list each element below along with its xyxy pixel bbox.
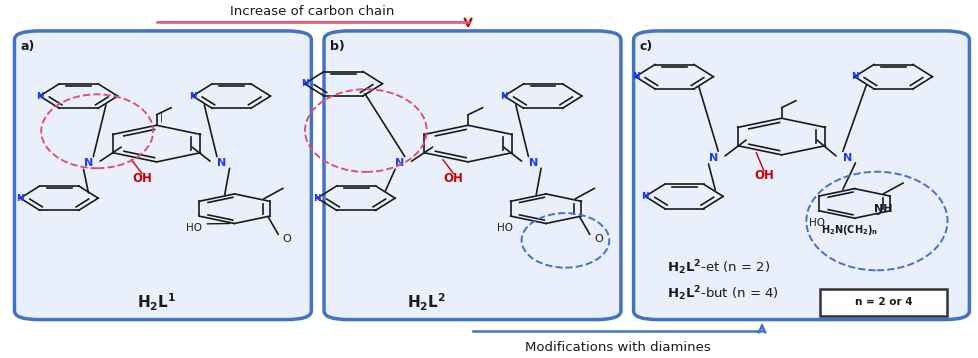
FancyBboxPatch shape <box>633 31 968 320</box>
Text: N: N <box>528 158 537 168</box>
FancyBboxPatch shape <box>15 31 311 320</box>
FancyBboxPatch shape <box>324 31 620 320</box>
Text: |: | <box>159 111 163 122</box>
Text: $\mathbf{H_2L^2}$-et (n = 2): $\mathbf{H_2L^2}$-et (n = 2) <box>666 258 769 277</box>
Text: n = 2 or 4: n = 2 or 4 <box>854 297 911 307</box>
FancyBboxPatch shape <box>820 289 946 316</box>
Text: N: N <box>17 194 24 203</box>
Text: Modifications with diamines: Modifications with diamines <box>524 340 710 354</box>
Text: b): b) <box>330 40 344 53</box>
Text: c): c) <box>639 40 652 53</box>
Text: HO: HO <box>497 223 512 233</box>
Text: N: N <box>300 79 308 88</box>
Text: O: O <box>594 234 602 244</box>
Text: $\mathbf{H_2N(CH_2)_n}$: $\mathbf{H_2N(CH_2)_n}$ <box>821 223 877 237</box>
Text: HO: HO <box>808 218 823 228</box>
Text: a): a) <box>21 40 34 53</box>
Text: NH: NH <box>873 204 892 214</box>
Text: OH: OH <box>443 172 463 185</box>
Text: N: N <box>36 92 44 101</box>
Text: N: N <box>500 92 508 101</box>
Text: N: N <box>84 158 93 168</box>
Text: N: N <box>842 153 852 163</box>
Text: OH: OH <box>753 169 774 182</box>
Text: O: O <box>283 234 291 244</box>
Text: N: N <box>631 72 639 81</box>
Text: N: N <box>189 92 197 101</box>
Text: Increase of carbon chain: Increase of carbon chain <box>230 5 394 18</box>
Text: HO: HO <box>186 223 201 233</box>
Text: N: N <box>641 192 648 201</box>
Text: OH: OH <box>132 172 152 185</box>
Text: N: N <box>850 72 858 81</box>
Text: $\mathbf{H_2L^2}$-but (n = 4): $\mathbf{H_2L^2}$-but (n = 4) <box>666 284 778 303</box>
Text: $\mathbf{H_2L^2}$: $\mathbf{H_2L^2}$ <box>406 292 445 313</box>
Text: N: N <box>395 158 404 168</box>
Text: N: N <box>313 194 321 203</box>
Text: $\mathbf{H_2L^1}$: $\mathbf{H_2L^1}$ <box>137 292 176 313</box>
Text: N: N <box>217 158 226 168</box>
Text: N: N <box>708 153 717 163</box>
